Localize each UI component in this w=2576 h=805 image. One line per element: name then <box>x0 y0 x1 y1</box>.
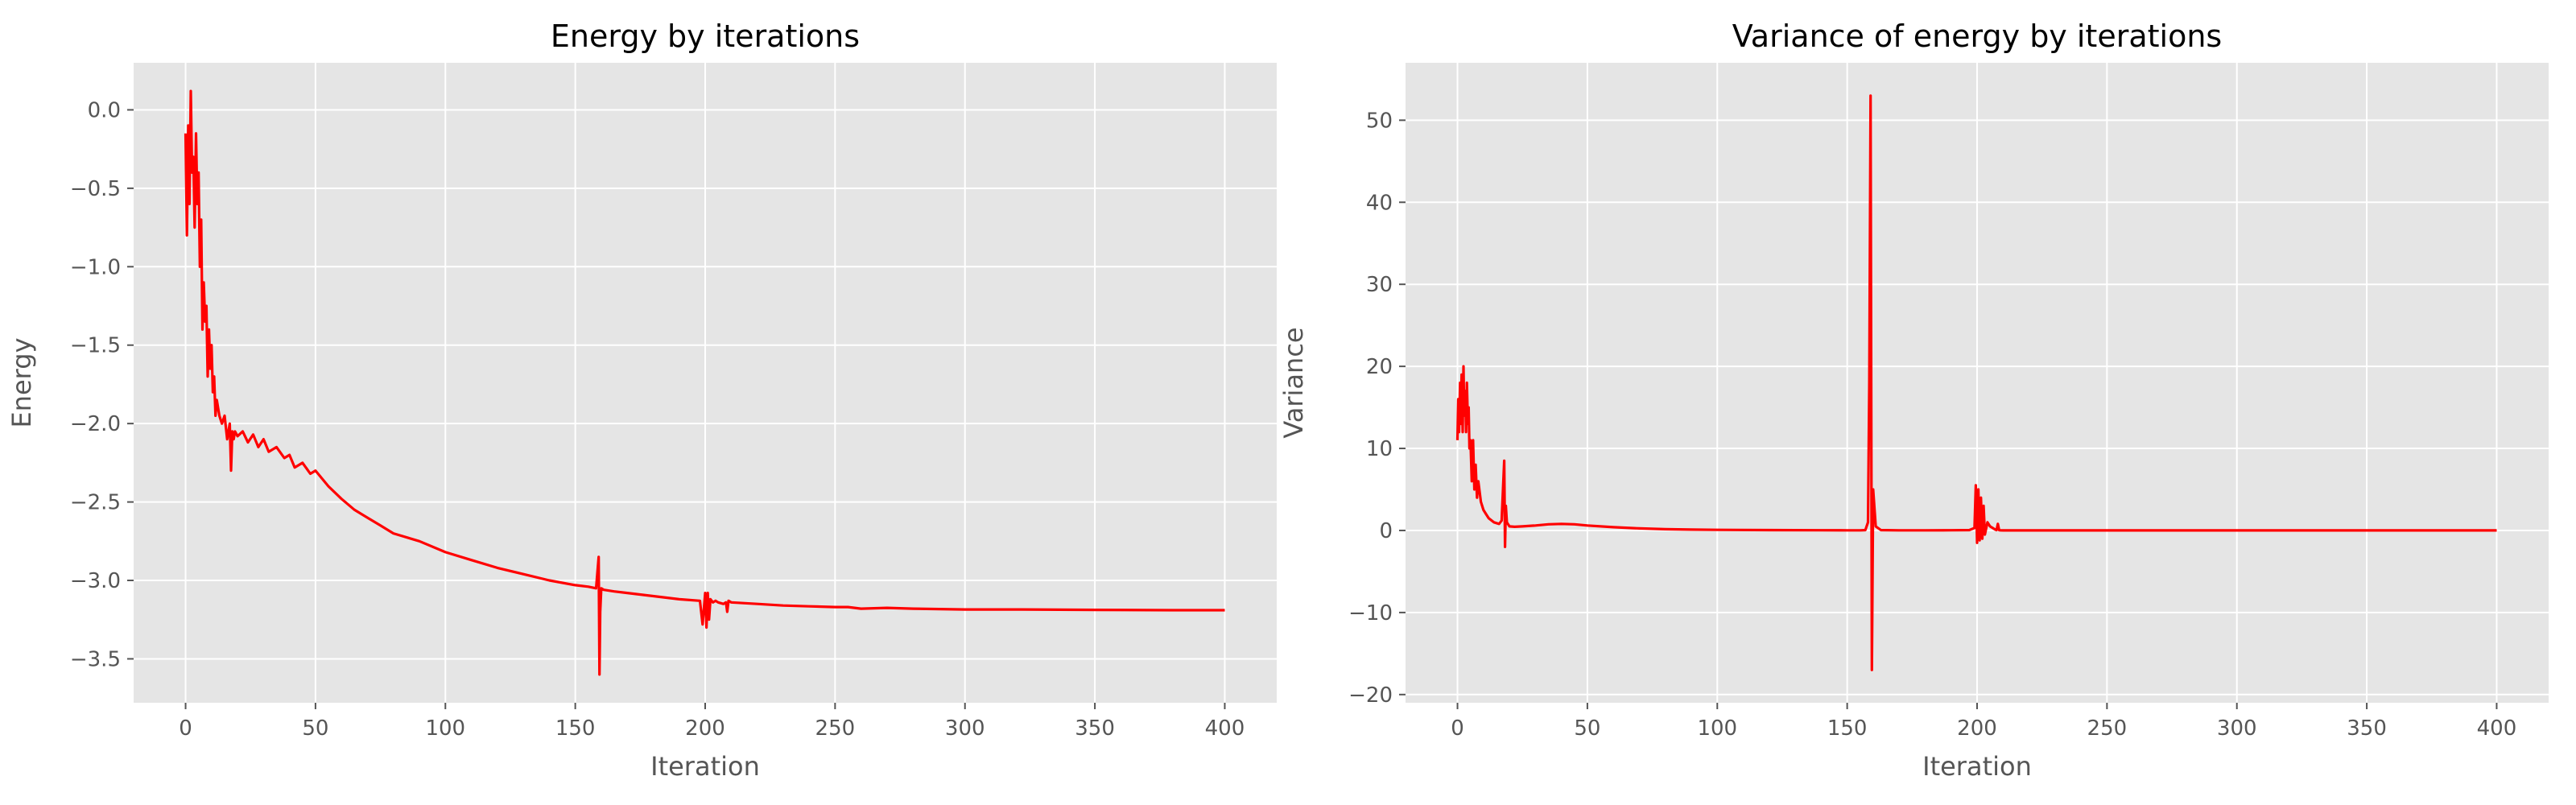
energy-x-tick-label: 0 <box>179 716 192 741</box>
energy-y-tick-label: −2.5 <box>70 491 121 515</box>
variance-y-tick-label: −20 <box>1348 683 1393 708</box>
variance-y-tick-label: 10 <box>1366 437 1393 461</box>
variance-x-tick-label: 350 <box>2347 716 2387 741</box>
variance-chart-title: Variance of energy by iterations <box>1732 19 2222 54</box>
variance-y-tick-label: −10 <box>1348 601 1393 625</box>
energy-y-tick-label: −0.5 <box>70 177 121 201</box>
energy-y-axis-label: Energy <box>6 337 37 427</box>
energy-x-axis-label: Iteration <box>650 751 760 782</box>
energy-y-tick-label: −3.0 <box>70 569 121 593</box>
variance-chart: 0 50 100 150 200 250 300 350 400 −20 −10 0 10 20 30 40 5… <box>1278 19 2549 782</box>
energy-chart: 0 50 100 150 200 250 300 350 400 −3.5 −3.0 −2.5 −2.0… <box>6 19 1277 782</box>
variance-x-tick-label: 300 <box>2217 716 2257 741</box>
variance-y-axis-label: Variance <box>1278 327 1309 438</box>
energy-x-tick-label: 50 <box>302 716 328 741</box>
variance-y-tick-label: 0 <box>1379 519 1393 543</box>
variance-x-tick-label: 250 <box>2087 716 2128 741</box>
variance-y-tick-label: 50 <box>1366 109 1393 133</box>
variance-y-tick-label: 40 <box>1366 191 1393 215</box>
energy-x-tick-label: 350 <box>1075 716 1115 741</box>
variance-x-tick-label: 100 <box>1697 716 1737 741</box>
energy-x-tick-label: 100 <box>425 716 465 741</box>
energy-series-line <box>184 89 1225 676</box>
variance-x-tick-label: 200 <box>1957 716 1997 741</box>
energy-y-tick-label: 0.0 <box>88 98 121 122</box>
variance-series-line <box>1455 94 2497 671</box>
energy-y-tick-label: −1.0 <box>70 255 121 279</box>
energy-chart-title: Energy by iterations <box>551 19 860 54</box>
energy-x-tick-label: 250 <box>815 716 856 741</box>
variance-y-tick-label: 30 <box>1366 273 1393 297</box>
energy-x-tick-label: 400 <box>1205 716 1245 741</box>
variance-x-tick-label: 400 <box>2477 716 2517 741</box>
variance-x-axis-label: Iteration <box>1922 751 2032 782</box>
variance-x-tick-label: 0 <box>1451 716 1464 741</box>
energy-x-tick-label: 300 <box>945 716 985 741</box>
variance-x-tick-label: 150 <box>1827 716 1868 741</box>
energy-x-tick-label: 150 <box>555 716 596 741</box>
energy-y-tick-label: −3.5 <box>70 647 121 671</box>
energy-y-tick-label: −1.5 <box>70 334 121 358</box>
energy-y-tick-label: −2.0 <box>70 412 121 436</box>
variance-y-tick-label: 20 <box>1366 355 1393 379</box>
energy-x-tick-label: 200 <box>685 716 725 741</box>
variance-x-tick-label: 50 <box>1574 716 1600 741</box>
